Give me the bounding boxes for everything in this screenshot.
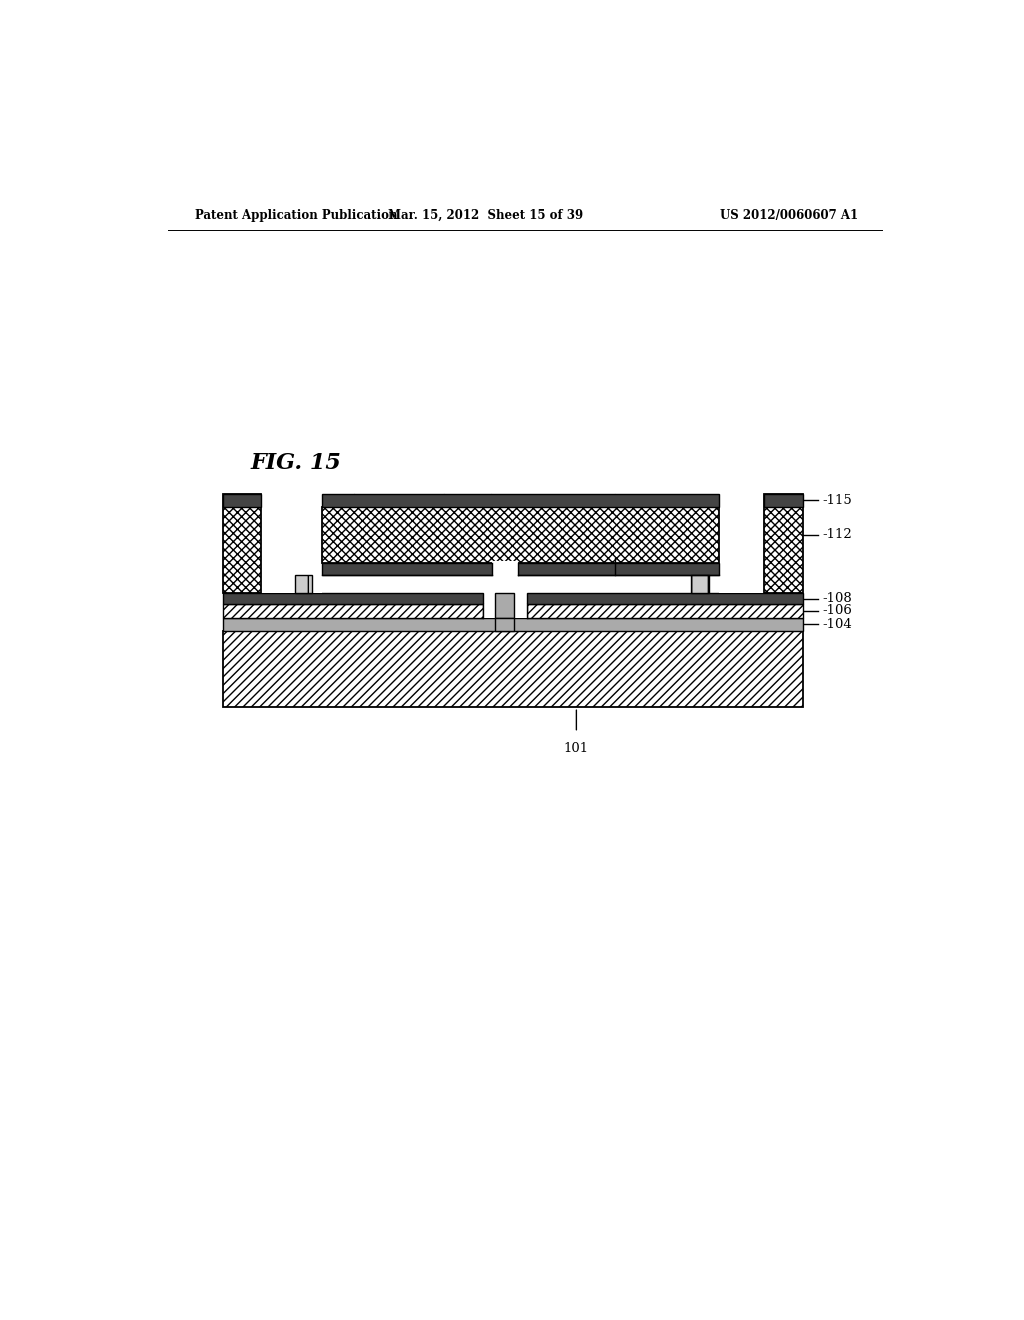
Text: -105: -105	[499, 529, 528, 543]
Bar	[493, 561, 518, 577]
Text: 104: 104	[342, 511, 367, 523]
Bar	[719, 576, 765, 594]
Bar	[527, 603, 803, 618]
Text: 103: 103	[433, 511, 458, 523]
Bar	[496, 594, 514, 618]
Bar	[223, 494, 261, 594]
Bar	[323, 507, 719, 562]
Text: -115: -115	[822, 494, 852, 507]
Bar	[765, 494, 803, 594]
Bar	[223, 618, 803, 631]
Bar	[765, 494, 803, 507]
Bar	[261, 576, 323, 594]
Bar	[496, 618, 514, 631]
Bar	[223, 594, 482, 603]
Bar	[295, 576, 312, 594]
Text: Mar. 15, 2012  Sheet 15 of 39: Mar. 15, 2012 Sheet 15 of 39	[387, 209, 583, 222]
Text: -112: -112	[822, 528, 852, 541]
Bar	[223, 603, 482, 618]
Text: -104: -104	[822, 618, 852, 631]
Text: US 2012/0060607 A1: US 2012/0060607 A1	[720, 209, 858, 222]
Bar	[323, 562, 719, 576]
Text: 118: 118	[603, 511, 628, 523]
Bar	[527, 594, 803, 603]
Bar	[223, 631, 803, 708]
Bar	[691, 576, 709, 594]
Text: /105: /105	[499, 511, 528, 523]
Text: 101: 101	[564, 742, 589, 755]
Text: Patent Application Publication: Patent Application Publication	[196, 209, 398, 222]
Text: -106: -106	[822, 605, 852, 618]
Text: -108: -108	[822, 591, 852, 605]
Text: FIG. 15: FIG. 15	[251, 453, 342, 474]
Bar	[223, 494, 261, 507]
Bar	[323, 494, 719, 507]
Bar	[482, 603, 527, 618]
